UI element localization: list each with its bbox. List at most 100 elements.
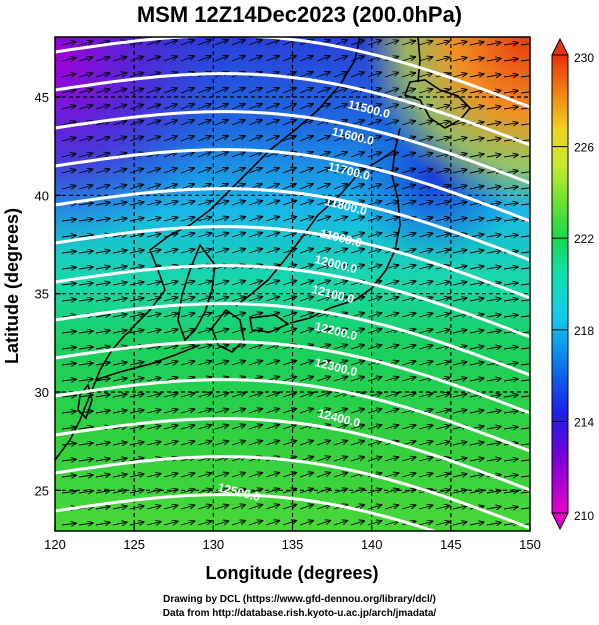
wind-arrow (282, 136, 296, 142)
wind-arrow (299, 313, 313, 318)
wind-arrow (299, 473, 313, 478)
wind-arrow (299, 217, 313, 222)
wind-arrow (316, 88, 330, 94)
wind-arrow (180, 217, 195, 222)
wind-arrow (197, 441, 211, 446)
wind-arrow (61, 219, 76, 221)
wind-arrow (282, 361, 296, 366)
wind-arrow (469, 234, 484, 237)
wind-arrow (61, 235, 76, 237)
wind-arrow (350, 40, 364, 46)
wind-arrow (146, 378, 161, 381)
wind-arrow (333, 56, 347, 62)
wind-arrow (469, 282, 484, 285)
wind-arrow (197, 393, 211, 398)
wind-arrow (350, 345, 364, 350)
wind-arrow (384, 281, 398, 286)
wind-arrow (129, 105, 143, 110)
wind-arrow (333, 457, 347, 462)
wind-arrow (112, 266, 127, 269)
wind-arrow (265, 104, 279, 110)
wind-arrow (401, 505, 416, 510)
wind-arrow (197, 40, 211, 46)
wind-arrow (520, 187, 530, 189)
wind-arrow (503, 347, 518, 349)
wind-arrow (469, 74, 484, 77)
wind-arrow (435, 41, 450, 46)
wind-arrow (129, 410, 144, 413)
wind-arrow (248, 505, 262, 510)
wind-arrow (180, 168, 194, 174)
wind-arrow (95, 379, 110, 382)
wind-arrow (180, 425, 195, 430)
wind-arrow (350, 409, 364, 414)
wind-arrow (520, 155, 530, 157)
wind-arrow (129, 362, 144, 365)
wind-arrow (112, 362, 127, 365)
height-contour-line (55, 225, 530, 300)
wind-arrow (129, 378, 144, 381)
wind-arrow (214, 233, 228, 238)
wind-arrow (180, 521, 195, 526)
wind-arrow (367, 72, 381, 78)
wind-arrow (469, 362, 484, 365)
wind-arrow (401, 489, 416, 494)
wind-arrow (503, 507, 518, 509)
wind-arrow (418, 345, 433, 350)
wind-arrow (469, 170, 484, 173)
wind-arrow (146, 522, 161, 525)
wind-arrow (401, 153, 415, 158)
wind-arrow (367, 457, 381, 462)
wind-arrow (350, 521, 364, 526)
x-axis-ticks: 120 125 130 135 140 145 150 (44, 525, 541, 552)
wind-arrow (61, 427, 76, 429)
wind-arrow (112, 57, 126, 62)
colorbar-ticks: 214 218 222 226 (552, 141, 594, 429)
wind-arrow (129, 426, 144, 429)
wind-arrow (282, 249, 296, 254)
wind-arrow (435, 506, 450, 509)
wind-arrow (163, 345, 178, 350)
wind-arrow (350, 233, 364, 238)
wind-arrow (129, 266, 144, 269)
wind-arrow (129, 137, 143, 142)
wind-arrow (282, 377, 296, 382)
y-tick-label: 40 (35, 188, 49, 203)
wind-arrow (418, 441, 433, 446)
wind-arrow (78, 347, 93, 349)
wind-arrow (486, 186, 501, 189)
wind-arrow (163, 184, 177, 190)
wind-arrow (384, 233, 398, 238)
wind-arrow (333, 168, 347, 174)
wind-arrow (503, 235, 518, 237)
y-axis-label: Latitude (degrees) (2, 208, 22, 364)
wind-arrow (316, 201, 330, 206)
wind-arrow (299, 56, 313, 62)
wind-arrow (231, 56, 245, 62)
wind-arrow (299, 184, 313, 190)
wind-arrow (452, 186, 467, 189)
wind-arrow (112, 330, 127, 333)
wind-arrow (333, 377, 347, 382)
wind-arrow (163, 249, 178, 254)
wind-arrow (231, 217, 245, 222)
wind-arrow (418, 281, 433, 286)
wind-arrow (197, 361, 211, 366)
wind-arrow (146, 234, 161, 237)
wind-arrow (265, 521, 279, 526)
wind-arrow (418, 265, 433, 270)
wind-arrow (418, 73, 432, 78)
wind-arrow (163, 425, 178, 430)
wind-arrow (435, 137, 450, 142)
wind-arrow (95, 251, 110, 254)
wind-arrow (384, 121, 398, 126)
wind-arrow (333, 329, 347, 334)
wind-arrow (95, 475, 110, 478)
wind-arrow (61, 315, 76, 317)
wind-arrow (78, 41, 93, 46)
wind-arrow (333, 473, 347, 478)
wind-arrow (197, 489, 211, 494)
wind-arrow (384, 521, 398, 526)
wind-arrow (299, 505, 313, 510)
wind-arrow (520, 315, 530, 317)
